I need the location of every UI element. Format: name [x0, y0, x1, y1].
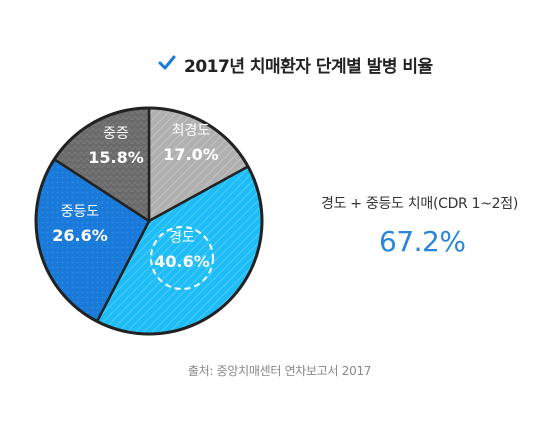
- highlight-dashed-ring: [150, 226, 214, 290]
- checkmark-icon: [158, 55, 176, 75]
- pie-outline: [34, 106, 264, 336]
- slice-value-1: 17.0%: [163, 145, 219, 164]
- summary-label: 경도 + 중등도 치매(CDR 1~2점): [321, 196, 519, 212]
- source-note: 출처: 중앙치매센터 연차보고서 2017: [187, 364, 372, 378]
- slice-value-3: 26.6%: [52, 226, 108, 245]
- chart-title: 2017년 치매환자 단계별 발병 비율: [158, 52, 433, 77]
- slice-value-4: 15.8%: [88, 148, 144, 167]
- slice-label-1: 최경도: [172, 123, 211, 139]
- slice-label-3: 중등도: [61, 204, 100, 220]
- slice-label-4: 중증: [103, 126, 129, 142]
- summary-value: 67.2%: [379, 225, 466, 258]
- chart-title-text: 2017년 치매환자 단계별 발병 비율: [184, 57, 433, 77]
- slice-label-2: 경도: [169, 230, 195, 246]
- slice-value-2: 40.6%: [154, 252, 210, 271]
